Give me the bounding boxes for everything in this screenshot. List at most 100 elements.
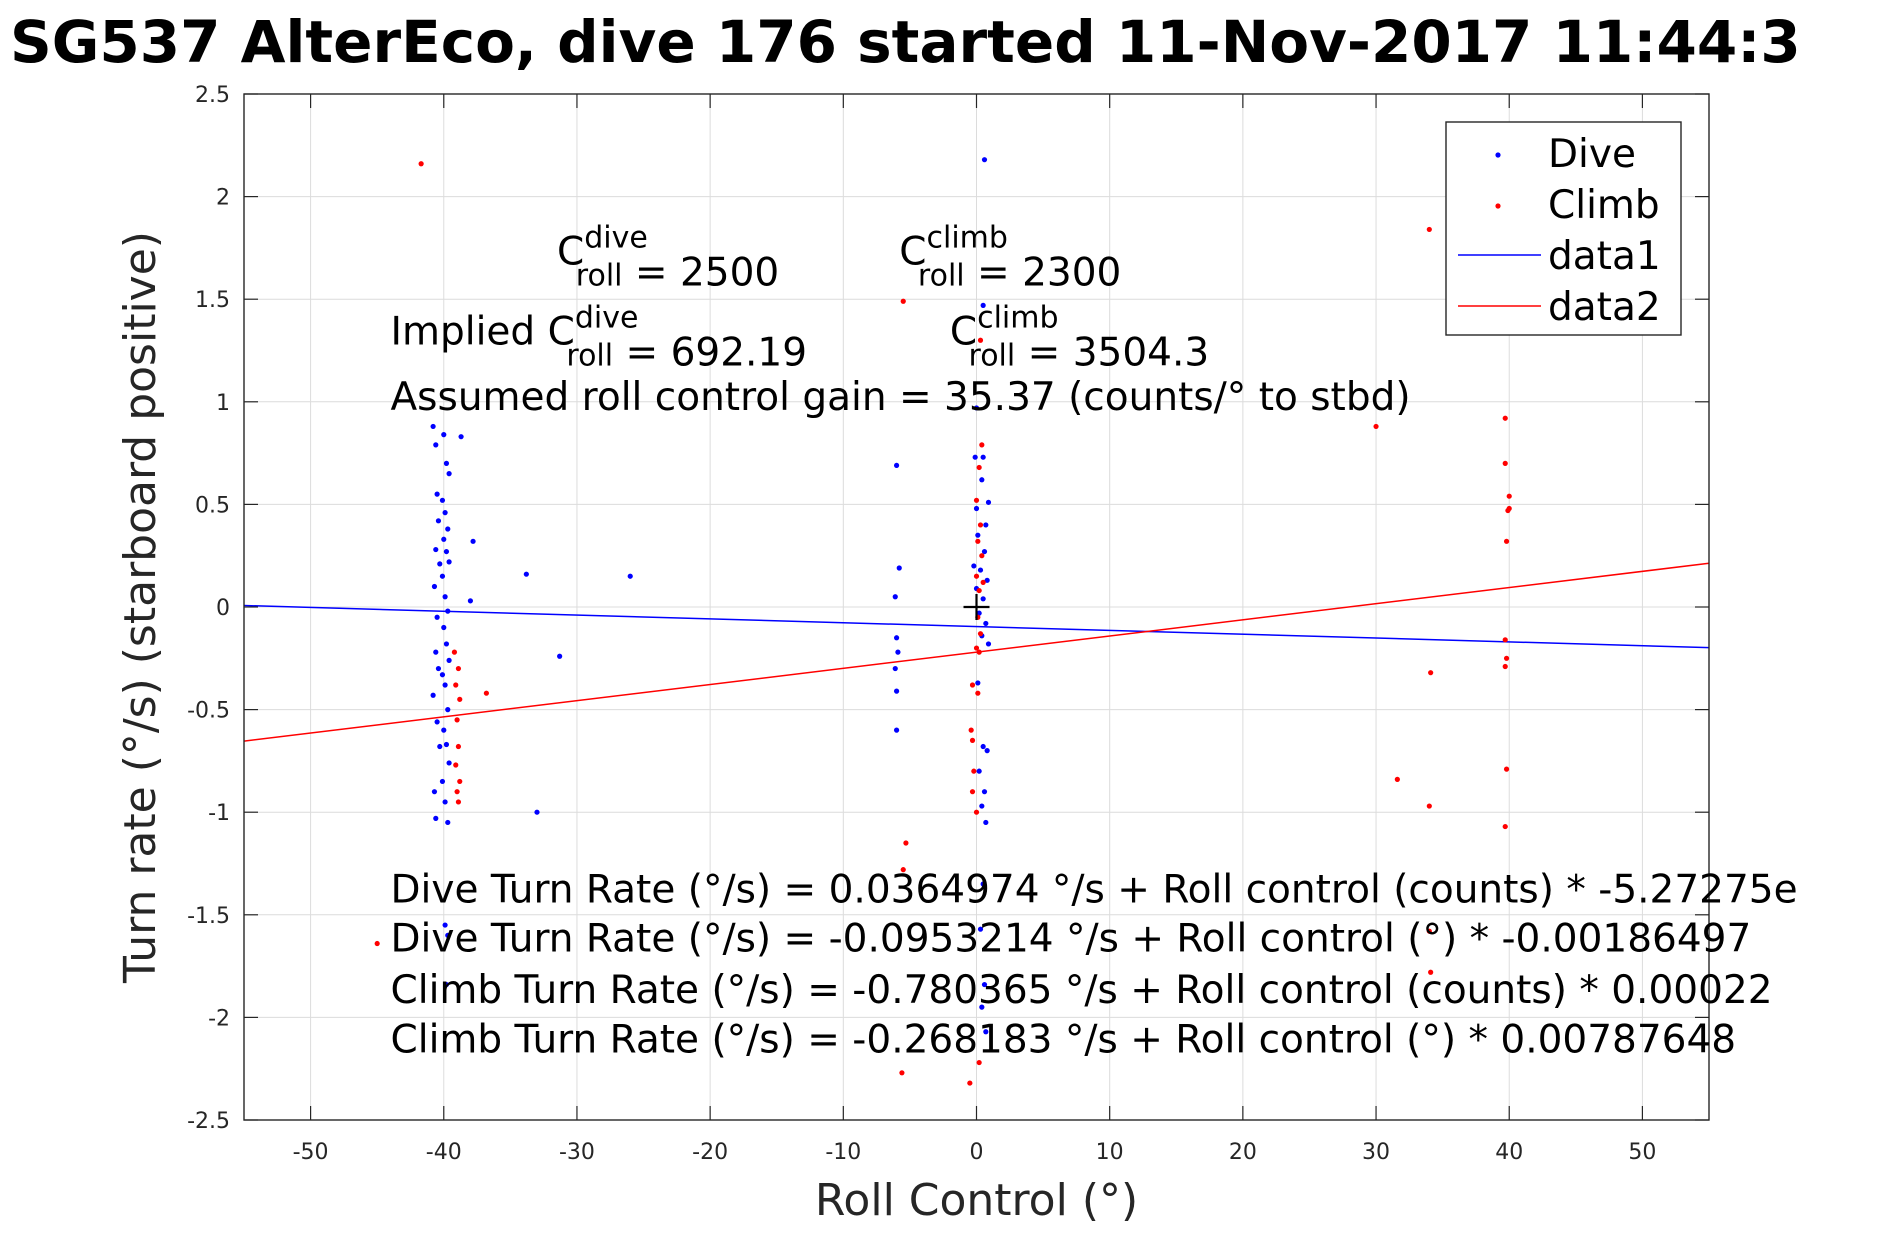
annotation-text: Dive Turn Rate (°/s) = 0.0364974 °/s + R… (391, 867, 1798, 912)
data-point-dive (975, 680, 981, 686)
annotation-segment: = 2300 (965, 250, 1122, 295)
annotation-segment: = 692.19 (613, 330, 807, 375)
data-point-climb (979, 442, 985, 448)
x-tick-label: -40 (426, 1140, 462, 1165)
data-point-climb (975, 538, 981, 544)
data-point-dive (977, 567, 984, 573)
data-point-climb (455, 799, 462, 805)
data-point-dive (443, 460, 450, 466)
data-point-dive (523, 571, 529, 577)
annotation-segment: C (950, 309, 977, 354)
data-point-climb (973, 809, 980, 815)
x-axis-label: Roll Control (°) (815, 1175, 1138, 1226)
data-point-climb (967, 1080, 973, 1086)
data-point-dive (980, 302, 986, 308)
axes-frame (243, 93, 1710, 1121)
data-point-dive (445, 526, 451, 532)
y-tick-label: -2.5 (187, 1109, 230, 1134)
data-point-dive (980, 454, 986, 460)
data-point-dive (892, 665, 898, 672)
data-point-climb (1503, 766, 1510, 772)
data-point-climb (451, 649, 458, 655)
annotation-text: Assumed roll control gain = 35.37 (count… (391, 375, 1411, 420)
data-point-climb (1503, 538, 1510, 544)
data-point-climb (903, 840, 909, 846)
data-point-dive (893, 462, 900, 469)
data-point-climb (1428, 969, 1434, 975)
data-point-dive (445, 707, 451, 713)
annotation-subscript: roll (576, 258, 623, 293)
data-point-climb (1428, 670, 1434, 676)
y-axis-label: Turn rate (°/s) (starboard positive) (115, 231, 166, 984)
data-point-dive (446, 559, 452, 565)
data-point-dive (979, 1004, 985, 1010)
data-point-dive (446, 760, 452, 766)
data-point-dive (895, 649, 901, 655)
data-point-climb (977, 631, 984, 637)
data-point-dive (983, 620, 989, 627)
annotation-subscript: roll (969, 338, 1016, 373)
data-point-dive (443, 981, 450, 988)
data-point-dive (896, 565, 902, 571)
annotation-subscript: roll (918, 258, 965, 293)
data-point-dive (893, 727, 900, 733)
data-point-climb (1505, 507, 1511, 514)
x-tick-label: 20 (1229, 1140, 1257, 1165)
annotation-segment: C (899, 229, 926, 274)
data-point-dive (534, 809, 540, 815)
data-point-climb (1502, 823, 1508, 830)
data-point-dive (434, 719, 440, 725)
y-tick-label: -1 (208, 801, 230, 826)
annotation-segment: = 3504.3 (1015, 330, 1209, 375)
annotation-segment: C (557, 229, 584, 274)
data-point-climb (1502, 663, 1508, 670)
data-point-dive (430, 692, 436, 698)
y-tick-label: -2 (208, 1006, 230, 1031)
data-point-climb (976, 587, 982, 594)
data-point-climb (975, 690, 981, 696)
data-point-climb (976, 649, 982, 655)
x-tick-label: -50 (293, 1140, 329, 1165)
data-point-dive (985, 499, 992, 505)
data-point-climb (374, 940, 380, 947)
y-tick-label: -1.5 (187, 904, 230, 929)
data-point-climb (973, 645, 980, 651)
x-tick-label: -10 (825, 1140, 861, 1165)
x-tick-label: 30 (1362, 1140, 1390, 1165)
annotation-text: Climb Turn Rate (°/s) = -0.780365 °/s + … (391, 968, 1773, 1013)
annotations: Cdive roll = 2500 Cclimb roll = 2300Implied… (391, 220, 1798, 1062)
y-tick-label: 2.5 (195, 83, 230, 108)
annotation-text: Implied Cdive roll = 692.19 (391, 300, 808, 375)
annotation-subscript: roll (566, 338, 613, 373)
tick-labels: -50 -40 -30 -20 -10 0 10 20 30 40 50-2.5-2-1.5-1-0… (187, 83, 1656, 1165)
data-point-climb (977, 522, 984, 528)
data-point-dive (980, 881, 986, 887)
data-point-dive (981, 789, 988, 795)
annotation-segment: Dive Turn Rate (°/s) = 0.0364974 °/s + R… (391, 867, 1798, 912)
x-tick-label: -20 (692, 1140, 728, 1165)
data-point-climb (973, 573, 980, 579)
data-point-climb (1373, 423, 1379, 430)
data-point-climb (899, 1070, 905, 1076)
data-point-dive (971, 563, 977, 569)
data-point-climb (973, 497, 980, 503)
data-point-dive (439, 672, 446, 678)
y-tick-label: 1.5 (195, 288, 230, 313)
data-point-dive (433, 815, 439, 821)
chart-title: SG537 AlterEco, dive 176 started 11-Nov-… (10, 8, 1801, 76)
annotation-text: Climb Turn Rate (°/s) = -0.268183 °/s + … (391, 1017, 1737, 1062)
data-point-climb (976, 464, 982, 471)
data-point-climb (977, 337, 984, 343)
data-point-climb (969, 682, 976, 688)
data-point-climb (483, 690, 489, 696)
data-point-dive (445, 608, 451, 614)
data-point-dive (973, 405, 980, 411)
data-point-dive (980, 596, 986, 602)
legend-label-data1: data1 (1548, 234, 1661, 279)
legend-box (1445, 121, 1682, 336)
y-tick-label: 0.5 (195, 493, 230, 518)
data-point-dive (976, 768, 982, 774)
annotation-sub-sup: climb roll (918, 220, 1008, 293)
data-point-dive (433, 649, 439, 655)
